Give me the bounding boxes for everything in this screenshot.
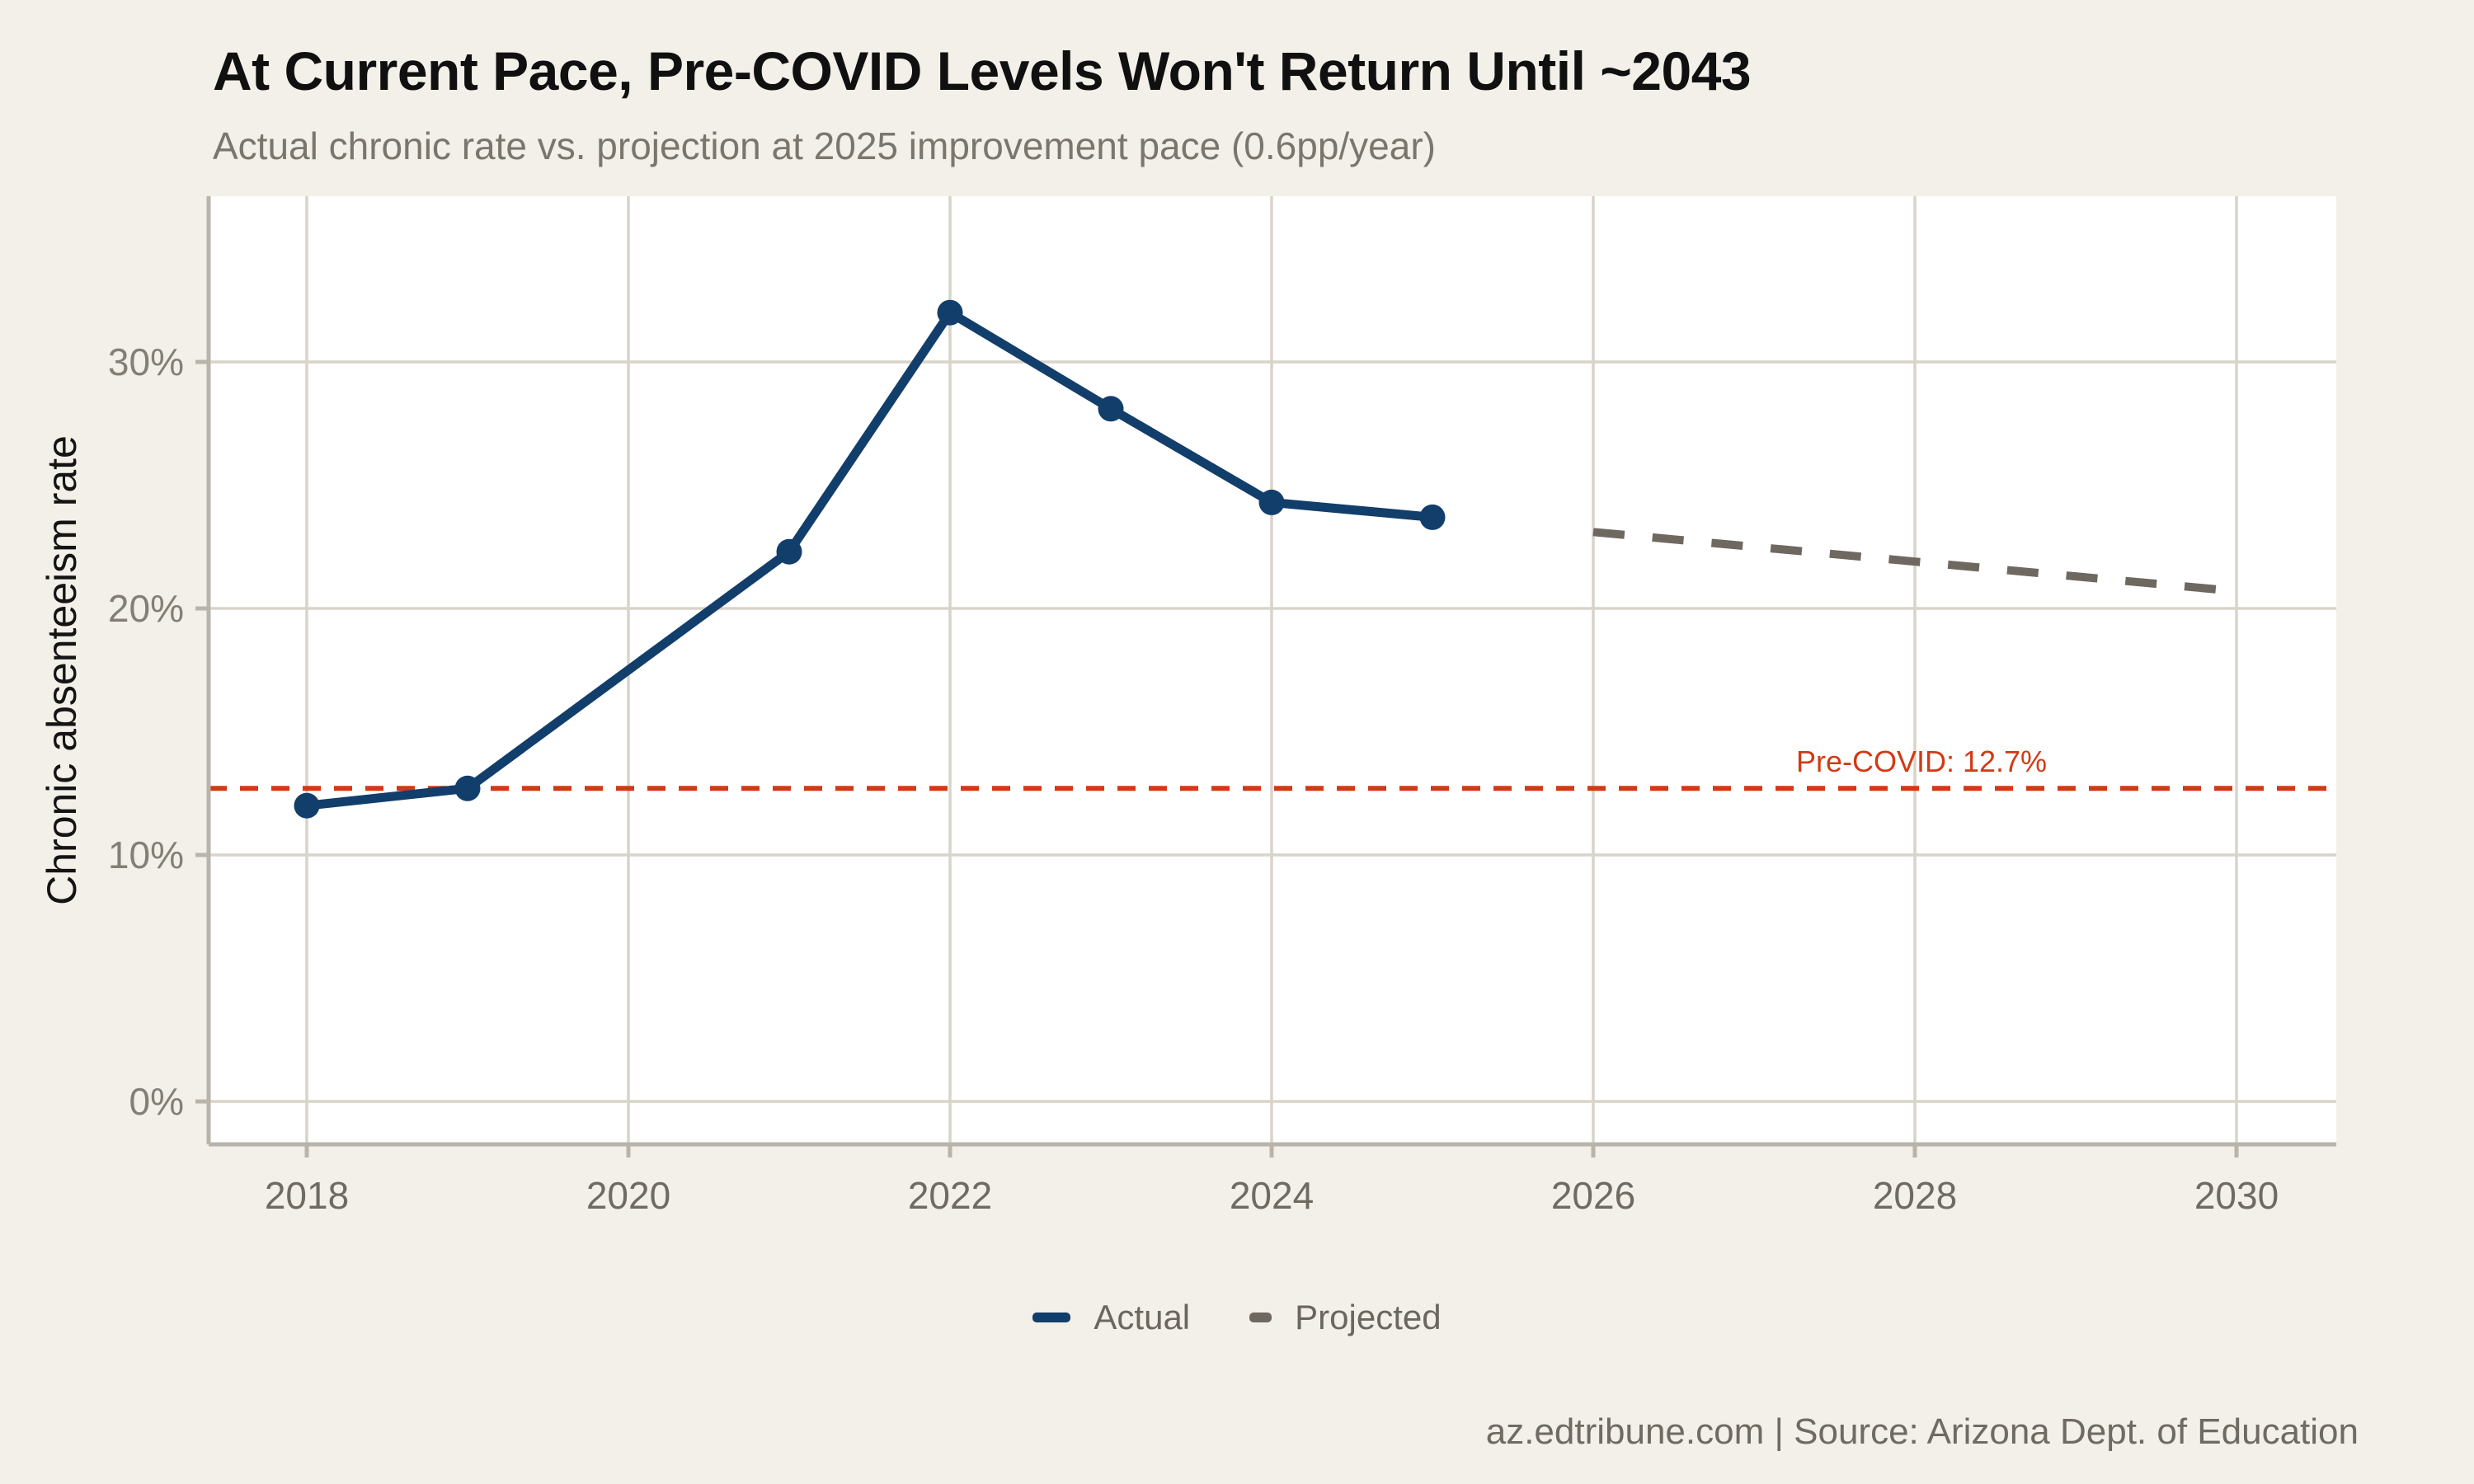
x-tick-label-2020: 2020	[586, 1174, 670, 1217]
x-tick-label-2024: 2024	[1230, 1174, 1314, 1217]
data-point-2019	[454, 775, 481, 801]
chart-subtitle: Actual chronic rate vs. projection at 20…	[213, 124, 1436, 167]
y-tick-label-30: 30%	[108, 340, 184, 383]
projected-line	[1592, 528, 2237, 596]
legend: Actual Projected	[0, 1291, 2474, 1344]
data-point-2025	[1419, 504, 1446, 530]
legend-item-projected: Projected	[1249, 1298, 1442, 1337]
data-point-2023	[1098, 396, 1124, 422]
legend-item-actual: Actual	[1032, 1298, 1190, 1337]
data-point-2022	[937, 299, 963, 326]
y-tick-label-20: 20%	[108, 587, 184, 630]
reference-line-label: Pre-COVID: 12.7%	[1796, 744, 2047, 778]
source-attribution: az.edtribune.com | Source: Arizona Dept.…	[1485, 1411, 2359, 1452]
x-tick-label-2018: 2018	[265, 1174, 349, 1217]
y-axis-title: Chronic absenteeism rate	[39, 435, 85, 905]
legend-label-actual: Actual	[1094, 1298, 1191, 1336]
data-point-2021	[776, 538, 802, 565]
projected-line-swatch	[1249, 1313, 1272, 1322]
y-tick-label-10: 10%	[108, 834, 184, 876]
data-point-2024	[1258, 489, 1285, 515]
x-tick-label-2028: 2028	[1873, 1174, 1957, 1217]
x-tick-label-2022: 2022	[908, 1174, 992, 1217]
x-tick-label-2026: 2026	[1551, 1174, 1635, 1217]
data-point-2018	[294, 792, 320, 819]
actual-line-swatch	[1032, 1313, 1071, 1322]
chart-title: At Current Pace, Pre-COVID Levels Won't …	[213, 40, 1752, 101]
legend-label-projected: Projected	[1295, 1298, 1442, 1336]
y-tick-label-0: 0%	[129, 1080, 184, 1123]
x-tick-label-2030: 2030	[2194, 1174, 2279, 1217]
